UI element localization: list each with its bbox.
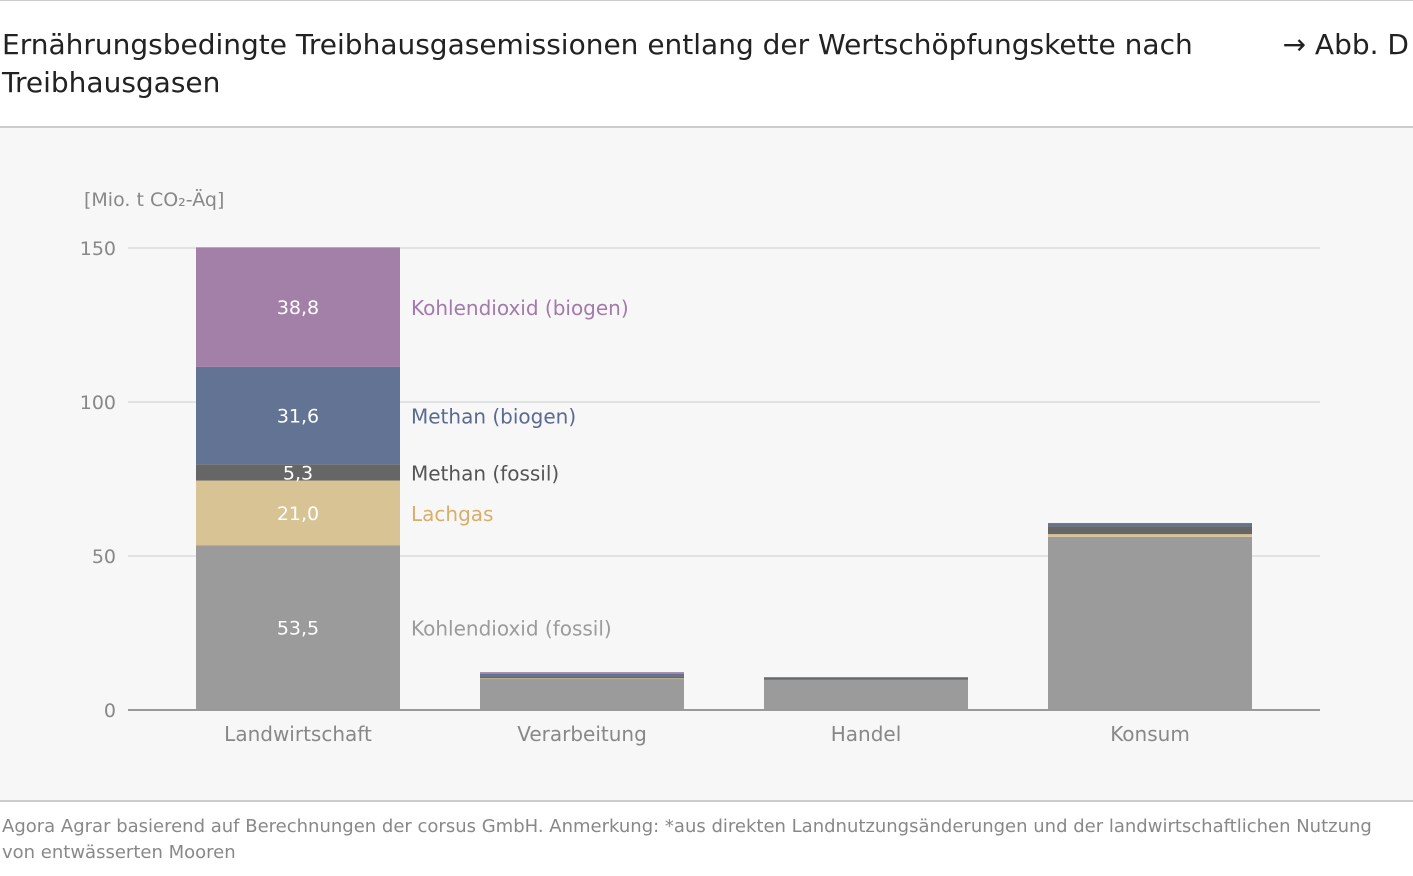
y-tick-label: 100 [80,392,116,414]
y-axis-label: [Mio. t CO₂-Äq] [84,188,224,211]
bar-segment [480,678,684,710]
legend-label: Methan (fossil) [411,461,559,485]
bar-segment [196,366,400,465]
legend-label: Lachgas [411,502,493,526]
x-tick-label: Handel [831,722,902,746]
bar-segment [196,247,400,367]
bar-segment [480,676,684,679]
bar-segment [1048,523,1252,527]
data-label: 31,6 [277,406,319,428]
bar-segment [1048,536,1252,710]
data-label: 53,5 [277,618,319,640]
bar-segment [196,545,400,710]
source-note: Agora Agrar basierend auf Berechnungen d… [2,816,1372,863]
bar-segment [480,672,684,674]
bar-segment [764,679,968,710]
data-label: 5,3 [283,462,313,484]
bar-segment [1048,534,1252,537]
bar-segment [764,677,968,678]
top-rule [0,0,1413,1]
bar-segment [1048,526,1252,535]
bar-segment [196,480,400,546]
legend-label: Kohlendioxid (biogen) [411,296,629,320]
x-tick-label: Konsum [1110,722,1190,746]
x-tick-label: Landwirtschaft [224,722,372,746]
bar-segment [196,464,400,481]
y-tick-label: 150 [80,238,116,260]
legend-label: Kohlendioxid (fossil) [411,617,612,641]
x-tick-label: Verarbeitung [517,722,647,746]
bar-segment [480,678,684,680]
data-label: 38,8 [277,297,319,319]
bar-segment [764,677,968,680]
y-tick-label: 50 [92,546,116,568]
data-label: 21,0 [277,503,319,525]
y-tick-label: 0 [104,700,116,722]
legend-label: Methan (biogen) [411,405,576,429]
bar-segment [480,673,684,677]
figure-reference: → Abb. D [1282,28,1409,61]
chart-title: Ernährungsbedingte Treibhausgasemissione… [2,28,1193,99]
